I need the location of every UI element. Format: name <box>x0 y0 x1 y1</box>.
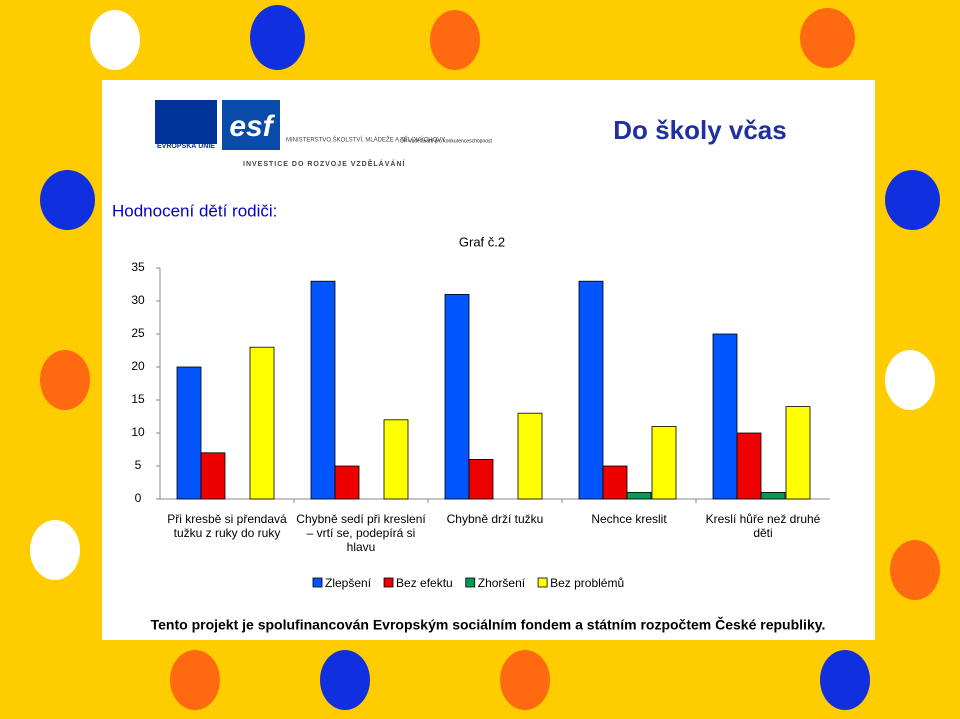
bar <box>249 346 275 500</box>
hand-decoration <box>320 650 370 710</box>
hand-decoration <box>500 650 550 710</box>
x-tick-label: Při kresbě si přendavá tužku z ruky do r… <box>167 512 287 540</box>
y-tick-label: 25 <box>131 326 145 340</box>
y-tick-label: 35 <box>131 260 145 274</box>
bar <box>760 491 786 500</box>
y-tick-label: 0 <box>135 491 142 505</box>
bar <box>334 465 360 500</box>
heading: Hodnocení dětí rodiči: <box>112 201 277 220</box>
hand-decoration <box>170 650 220 710</box>
legend-swatch <box>537 577 548 588</box>
bar <box>602 465 628 500</box>
legend-label: Bez efektu <box>396 576 453 590</box>
y-tick-label: 30 <box>131 293 145 307</box>
y-tick-label: 15 <box>131 392 145 406</box>
hand-decoration <box>885 170 940 230</box>
brand-text: Do školy včas <box>613 115 786 145</box>
logo-text: esf <box>229 110 275 143</box>
hand-decoration <box>800 8 855 68</box>
bar <box>200 452 226 500</box>
logo-text: OP Vzdělávání pro konkurenceschopnost <box>400 138 493 144</box>
bar <box>310 280 336 500</box>
slide <box>102 80 875 640</box>
footer: Tento projekt je spolufinancován Evropsk… <box>151 616 826 633</box>
x-tick-label: Chybně drží tužku <box>446 512 544 526</box>
eu-flag <box>155 100 217 144</box>
y-tick-label: 10 <box>131 425 145 439</box>
legend-label: Bez problémů <box>550 576 624 590</box>
legend-swatch <box>465 577 476 588</box>
bar <box>736 432 762 500</box>
hand-decoration <box>885 350 935 410</box>
logo-text: MINISTERSTVO ŠKOLSTVÍ, MLÁDEŽE A TĚLOVÝC… <box>286 136 445 144</box>
bar <box>444 293 470 500</box>
legend-label: Zlepšení <box>325 576 372 590</box>
bar <box>468 458 494 500</box>
bar <box>578 280 604 500</box>
bar <box>383 419 409 500</box>
legend-swatch <box>383 577 394 588</box>
logo-text: EVROPSKÁ UNIE <box>157 141 215 150</box>
bar <box>785 406 811 500</box>
y-tick-label: 5 <box>135 458 142 472</box>
bar <box>176 366 202 500</box>
bar <box>712 333 738 500</box>
x-tick-label: Nechce kreslit <box>591 512 667 526</box>
x-tick-label: Chybně sedí při kreslení – vrtí se, pode… <box>296 512 426 554</box>
hand-decoration <box>890 540 940 600</box>
bar <box>517 412 543 500</box>
legend-swatch <box>312 577 323 588</box>
logo-text: INVESTICE DO ROZVOJE VZDĚLÁVÁNÍ <box>243 159 406 168</box>
legend-label: Zhoršení <box>478 576 526 590</box>
x-tick-label: Kreslí hůře než druhé děti <box>705 512 821 540</box>
hand-decoration <box>820 650 870 710</box>
bar <box>651 425 677 500</box>
hand-decoration <box>250 5 305 70</box>
esf-box <box>222 100 280 150</box>
chart-title: Graf č.2 <box>459 234 505 249</box>
hand-decoration <box>430 10 480 70</box>
y-tick-label: 20 <box>131 359 145 373</box>
hand-decoration <box>40 350 90 410</box>
hand-decoration <box>30 520 80 580</box>
hand-decoration <box>40 170 95 230</box>
hand-decoration <box>90 10 140 70</box>
bar <box>626 491 652 500</box>
